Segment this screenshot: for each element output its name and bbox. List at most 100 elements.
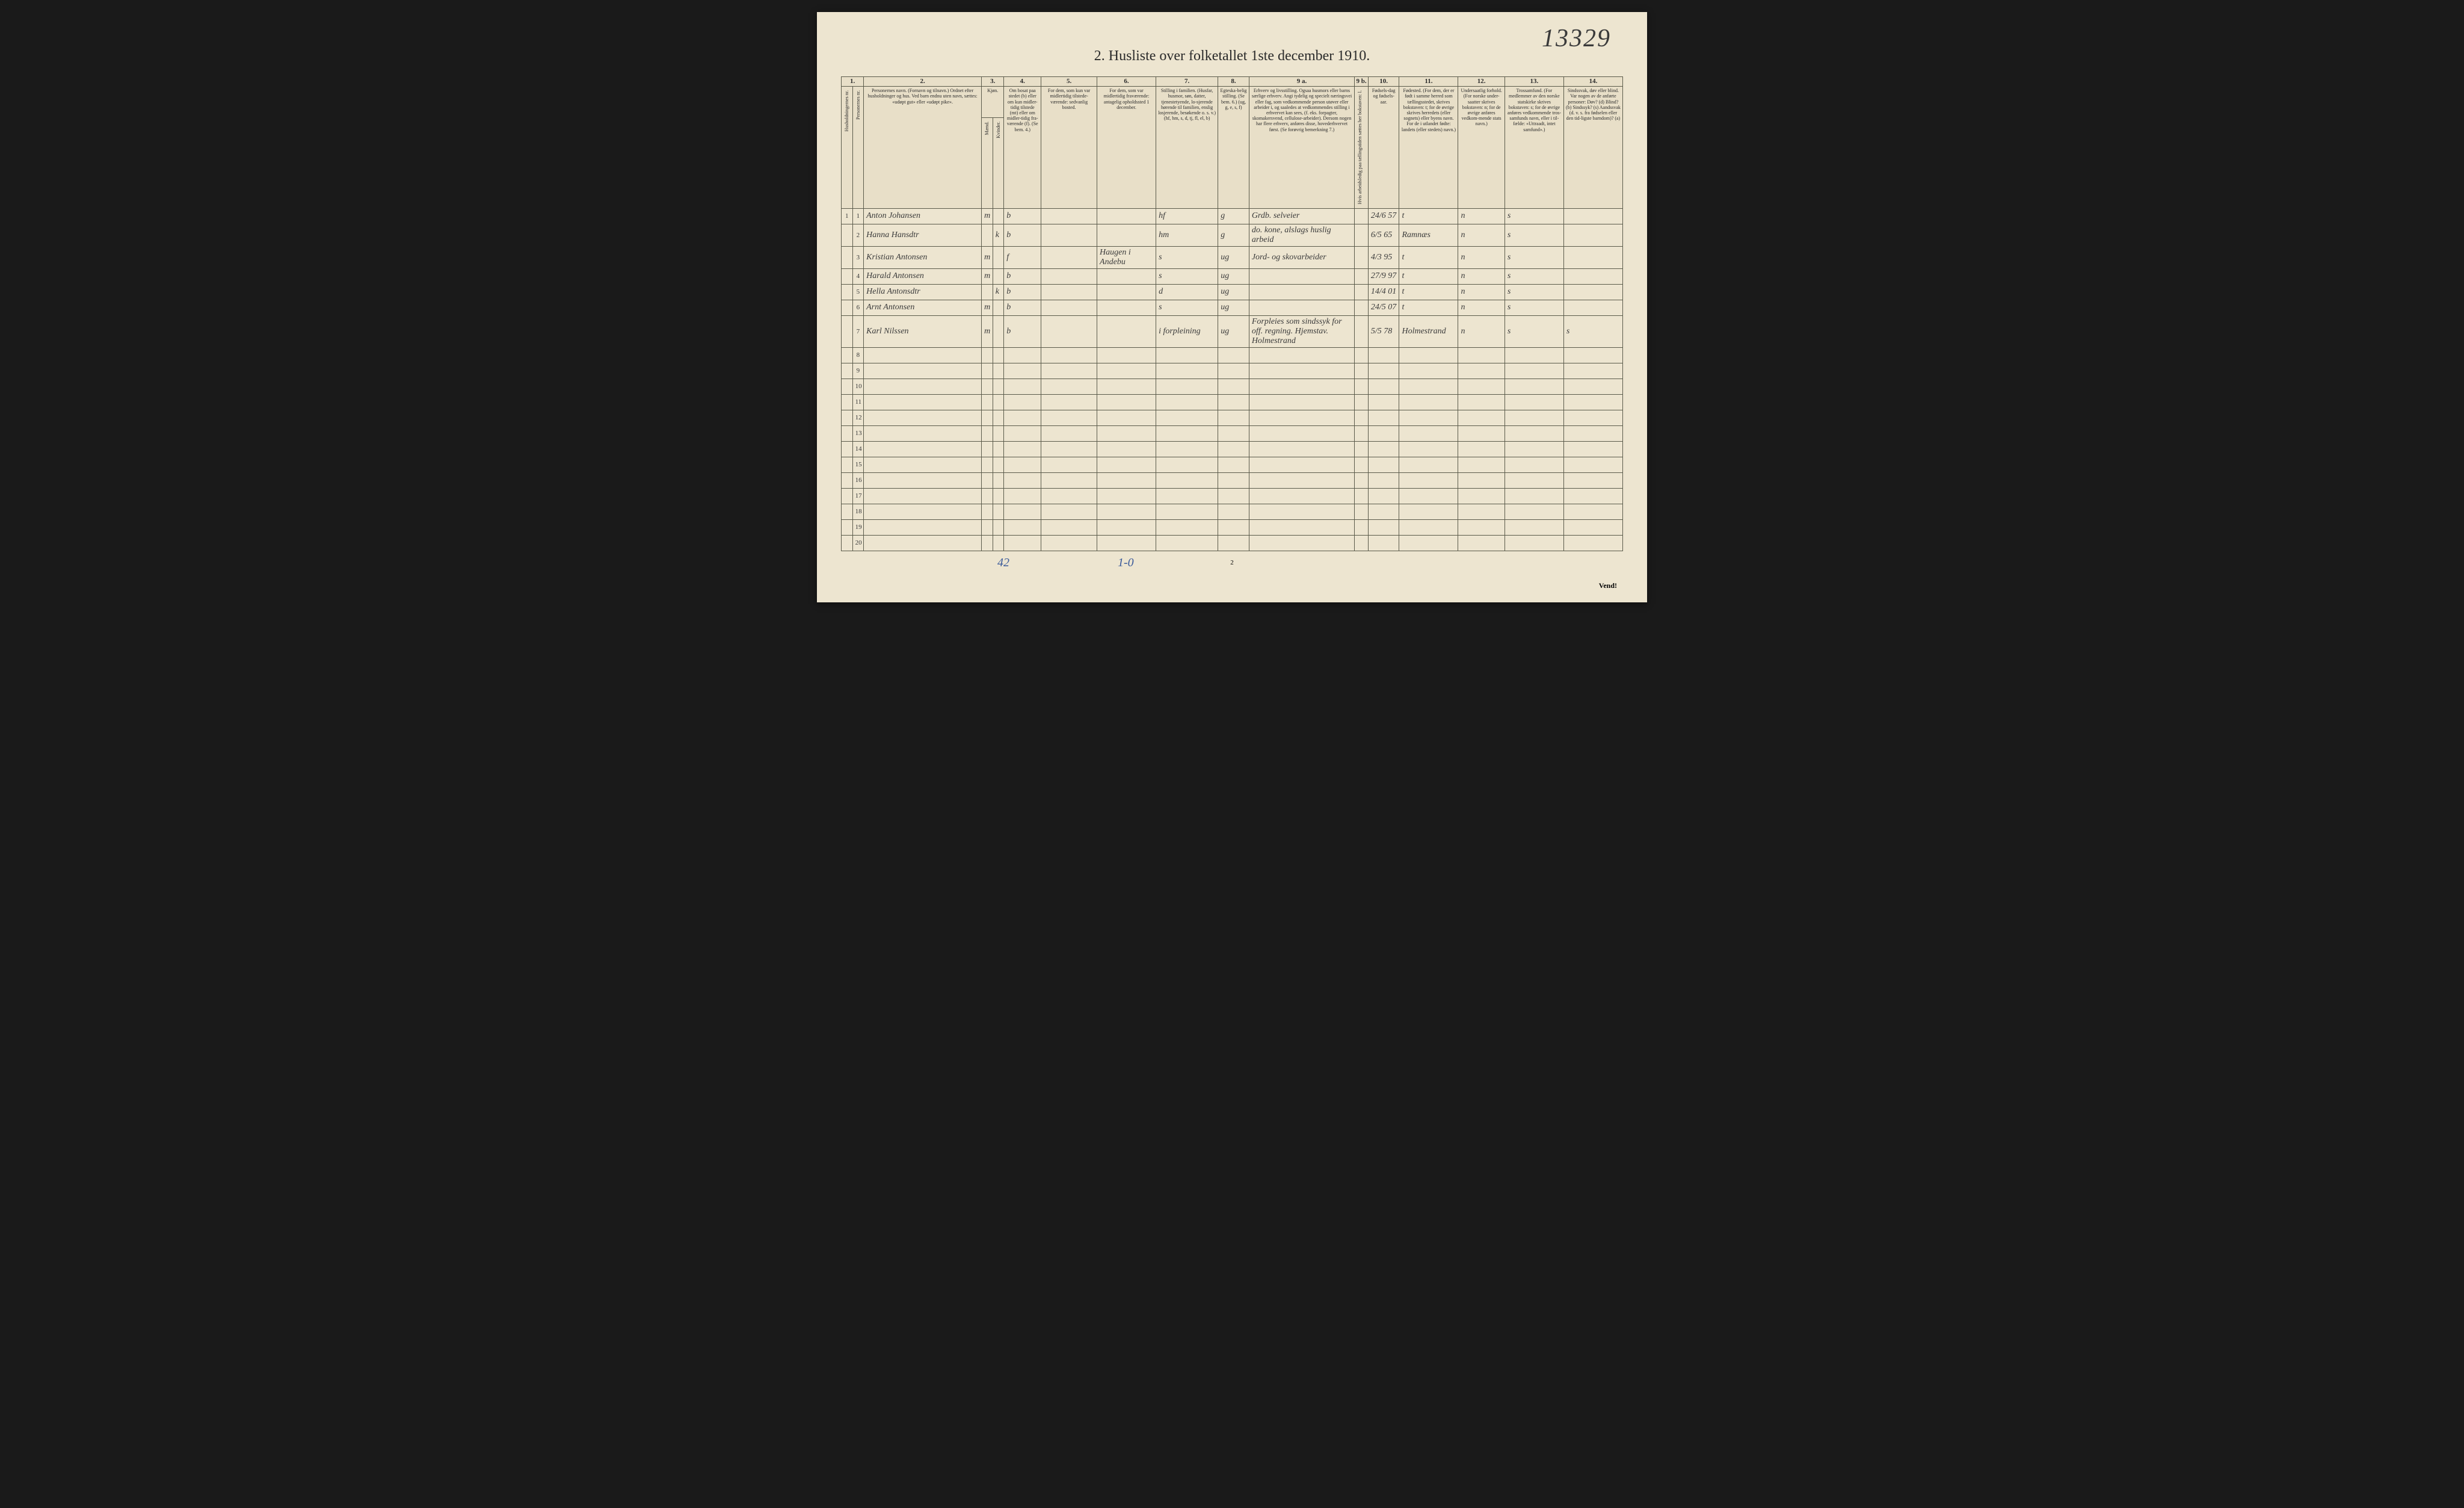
colnum-7: 7. xyxy=(1156,77,1218,87)
cell-c5 xyxy=(1041,284,1097,300)
cell-birth xyxy=(1368,410,1399,425)
cell-fam: s xyxy=(1156,246,1218,268)
cell-rel: s xyxy=(1505,315,1563,347)
colnum-13: 13. xyxy=(1505,77,1563,87)
cell-idle xyxy=(1355,268,1369,284)
cell-hnr xyxy=(842,441,853,457)
cell-marital xyxy=(1218,519,1249,535)
cell-nat xyxy=(1458,457,1505,472)
cell-hnr xyxy=(842,504,853,519)
colnum-2: 2. xyxy=(864,77,982,87)
colnum-9b: 9 b. xyxy=(1355,77,1369,87)
cell-occ: Forpleies som sindssyk for off. regning.… xyxy=(1249,315,1354,347)
cell-fam: hf xyxy=(1156,208,1218,224)
hdr-marital: Egteska-belig stilling. (Se bem. 6.) (ug… xyxy=(1218,87,1249,208)
cell-fam xyxy=(1156,504,1218,519)
cell-res xyxy=(1004,410,1041,425)
cell-marital xyxy=(1218,394,1249,410)
cell-birth: 4/3 95 xyxy=(1368,246,1399,268)
cell-fam: i forpleining xyxy=(1156,315,1218,347)
cell-marital: g xyxy=(1218,208,1249,224)
table-row: 16 xyxy=(842,472,1623,488)
cell-nat: n xyxy=(1458,300,1505,315)
cell-rel: s xyxy=(1505,246,1563,268)
cell-rel xyxy=(1505,347,1563,363)
table-row: 8 xyxy=(842,347,1623,363)
cell-hnr xyxy=(842,363,853,379)
cell-birth: 6/5 65 xyxy=(1368,224,1399,246)
cell-nat: n xyxy=(1458,284,1505,300)
cell-place xyxy=(1399,379,1458,394)
cell-occ xyxy=(1249,457,1354,472)
cell-marital: ug xyxy=(1218,315,1249,347)
cell-fam xyxy=(1156,425,1218,441)
cell-nat xyxy=(1458,379,1505,394)
cell-k xyxy=(993,441,1004,457)
cell-fam xyxy=(1156,472,1218,488)
cell-nat xyxy=(1458,425,1505,441)
hdr-temp-absent: For dem, som var midlertidig fraværende:… xyxy=(1097,87,1156,208)
cell-name: Harald Antonsen xyxy=(864,268,982,284)
cell-k xyxy=(993,535,1004,551)
hdr-birthplace: Fødested. (For dem, der er født i samme … xyxy=(1399,87,1458,208)
cell-c5 xyxy=(1041,488,1097,504)
cell-pnr: 20 xyxy=(852,535,864,551)
cell-place: t xyxy=(1399,300,1458,315)
cell-nat xyxy=(1458,410,1505,425)
cell-hnr xyxy=(842,284,853,300)
cell-birth: 27/9 97 xyxy=(1368,268,1399,284)
cell-marital: ug xyxy=(1218,246,1249,268)
hdr-hushold-nr: Husholdningernes nr. xyxy=(843,88,851,134)
cell-m xyxy=(982,284,993,300)
cell-pnr: 12 xyxy=(852,410,864,425)
cell-rel: s xyxy=(1505,208,1563,224)
cell-m xyxy=(982,379,993,394)
cell-pnr: 1 xyxy=(852,208,864,224)
cell-k xyxy=(993,488,1004,504)
cell-name xyxy=(864,504,982,519)
cell-c6 xyxy=(1097,224,1156,246)
cell-hnr xyxy=(842,425,853,441)
cell-nat xyxy=(1458,363,1505,379)
census-table: 1. 2. 3. 4. 5. 6. 7. 8. 9 a. 9 b. 10. 11… xyxy=(841,76,1623,551)
cell-name: Hanna Hansdtr xyxy=(864,224,982,246)
cell-hnr xyxy=(842,347,853,363)
cell-rel xyxy=(1505,441,1563,457)
cell-pnr: 15 xyxy=(852,457,864,472)
cell-res xyxy=(1004,347,1041,363)
cell-place: Ramnæs xyxy=(1399,224,1458,246)
cell-pnr: 6 xyxy=(852,300,864,315)
table-row: 20 xyxy=(842,535,1623,551)
cell-c6 xyxy=(1097,472,1156,488)
cell-hnr xyxy=(842,472,853,488)
hdr-male: Mænd. xyxy=(984,119,991,137)
table-row: 4Harald Antonsenmbsug27/9 97tns xyxy=(842,268,1623,284)
vend-label: Vend! xyxy=(1599,581,1617,590)
cell-dis xyxy=(1563,535,1622,551)
cell-res xyxy=(1004,472,1041,488)
page-title: 2. Husliste over folketallet 1ste decemb… xyxy=(841,48,1623,64)
cell-occ xyxy=(1249,268,1354,284)
cell-res: f xyxy=(1004,246,1041,268)
cell-rel: s xyxy=(1505,300,1563,315)
cell-idle xyxy=(1355,224,1369,246)
cell-marital xyxy=(1218,472,1249,488)
cell-dis xyxy=(1563,410,1622,425)
cell-place xyxy=(1399,519,1458,535)
cell-hnr xyxy=(842,268,853,284)
cell-c5 xyxy=(1041,519,1097,535)
cell-c5 xyxy=(1041,224,1097,246)
cell-m xyxy=(982,224,993,246)
cell-nat: n xyxy=(1458,268,1505,284)
cell-nat xyxy=(1458,394,1505,410)
cell-c5 xyxy=(1041,425,1097,441)
cell-rel xyxy=(1505,472,1563,488)
cell-m: m xyxy=(982,208,993,224)
colnum-10: 10. xyxy=(1368,77,1399,87)
cell-occ: Jord- og skovarbeider xyxy=(1249,246,1354,268)
cell-pnr: 13 xyxy=(852,425,864,441)
cell-birth xyxy=(1368,425,1399,441)
cell-name: Arnt Antonsen xyxy=(864,300,982,315)
cell-hnr xyxy=(842,246,853,268)
table-row: 6Arnt Antonsenmbsug24/5 07tns xyxy=(842,300,1623,315)
